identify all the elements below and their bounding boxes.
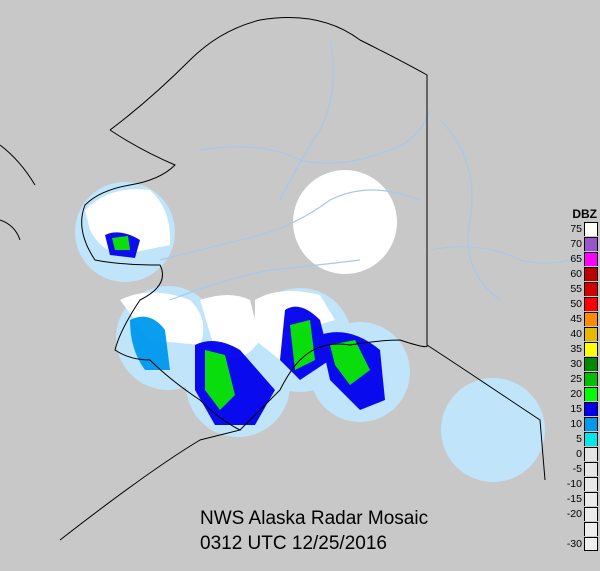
legend-level: 20 xyxy=(562,386,600,401)
legend-level-label: 20 xyxy=(570,387,582,400)
legend-level-label: -30 xyxy=(566,537,582,550)
legend-level-label: -15 xyxy=(566,492,582,505)
legend-level-label: 75 xyxy=(570,222,582,235)
legend-level-label: 60 xyxy=(570,267,582,280)
legend-level-label: -20 xyxy=(566,507,582,520)
legend-level: 70 xyxy=(562,236,600,251)
legend-level: 50 xyxy=(562,296,600,311)
legend-swatch xyxy=(584,506,598,521)
legend-level: -30 xyxy=(562,536,600,551)
radar-site-fairbanks xyxy=(293,170,397,274)
legend-swatch xyxy=(584,281,598,296)
legend-level: 25 xyxy=(562,371,600,386)
legend-swatch xyxy=(584,371,598,386)
legend-swatch xyxy=(584,476,598,491)
legend-level: 15 xyxy=(562,401,600,416)
legend-swatch xyxy=(584,431,598,446)
legend-level: 65 xyxy=(562,251,600,266)
legend-swatch xyxy=(584,296,598,311)
legend-level: -5 xyxy=(562,461,600,476)
legend-swatch xyxy=(584,341,598,356)
legend-swatch xyxy=(584,326,598,341)
legend-swatch xyxy=(584,311,598,326)
legend-level-label: 0 xyxy=(576,447,582,460)
legend-swatch xyxy=(584,461,598,476)
legend-swatch xyxy=(584,536,598,551)
radar-site-sitka xyxy=(441,378,545,482)
legend-level: 0 xyxy=(562,446,600,461)
legend-level-label: 50 xyxy=(570,297,582,310)
legend-swatch xyxy=(584,491,598,506)
legend-level-label: -10 xyxy=(566,477,582,490)
precipitation xyxy=(105,232,385,425)
legend-level-label: -5 xyxy=(572,462,582,475)
legend-level-label: 5 xyxy=(576,432,582,445)
legend-level: 40 xyxy=(562,326,600,341)
legend-level: 75 xyxy=(562,221,600,236)
legend-swatch xyxy=(584,386,598,401)
legend-unit: DBZ xyxy=(572,207,597,221)
legend-level-label: 15 xyxy=(570,402,582,415)
coastline xyxy=(0,17,546,541)
legend-level: 35 xyxy=(562,341,600,356)
legend-level: 5 xyxy=(562,431,600,446)
legend-level-label: 25 xyxy=(570,372,582,385)
rivers xyxy=(159,39,591,301)
legend-level: -15 xyxy=(562,491,600,506)
map-title: NWS Alaska Radar Mosaic xyxy=(200,508,429,529)
legend-swatch xyxy=(584,521,598,536)
legend-level-label: 40 xyxy=(570,327,582,340)
legend-level: 10 xyxy=(562,416,600,431)
legend-level-label: 30 xyxy=(570,357,582,370)
legend-level-label: 10 xyxy=(570,417,582,430)
legend-swatch xyxy=(584,236,598,251)
legend-swatch xyxy=(584,251,598,266)
legend-level: 60 xyxy=(562,266,600,281)
legend-level-label: 45 xyxy=(570,312,582,325)
legend-level: -20 xyxy=(562,506,600,521)
legend-swatch xyxy=(584,356,598,371)
legend-level-label: 55 xyxy=(570,282,582,295)
legend-level: 55 xyxy=(562,281,600,296)
dbz-legend: DBZ 75 70 65 60 55 50 45 40 35 30 25 20 15 10 5 0 -5 -10-… xyxy=(562,207,600,551)
legend-swatch xyxy=(584,446,598,461)
legend-level: -10 xyxy=(562,476,600,491)
legend-swatch xyxy=(584,416,598,431)
legend-level-label: 35 xyxy=(570,342,582,355)
legend-level xyxy=(562,521,600,536)
legend-level: 30 xyxy=(562,356,600,371)
legend-swatch xyxy=(584,401,598,416)
legend-swatch xyxy=(584,266,598,281)
legend-level-label: 65 xyxy=(570,252,582,265)
legend-swatch xyxy=(584,221,598,236)
legend-level-label: 70 xyxy=(570,237,582,250)
map-timestamp: 0312 UTC 12/25/2016 xyxy=(200,533,387,554)
legend-level: 45 xyxy=(562,311,600,326)
